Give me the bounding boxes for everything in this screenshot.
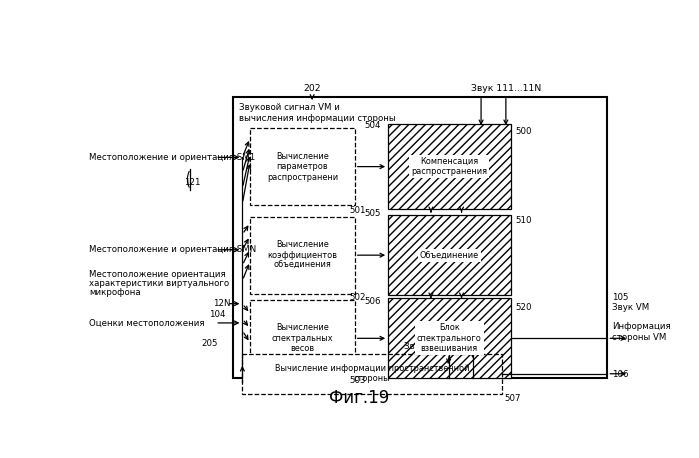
Text: Местоположение и ориентация SM1: Местоположение и ориентация SM1	[89, 153, 255, 162]
Text: Компенсация
распространения: Компенсация распространения	[411, 157, 487, 176]
Text: Звуковой сигнал VM и: Звуковой сигнал VM и	[239, 103, 340, 112]
Bar	[250, 300, 355, 377]
Text: Фиг.19: Фиг.19	[329, 389, 389, 407]
Text: 501: 501	[350, 206, 366, 215]
Text: Блок
спектрального
взвешивания: Блок спектрального взвешивания	[417, 323, 482, 353]
Bar	[388, 124, 510, 209]
Text: Местоположение и ориентация SMN: Местоположение и ориентация SMN	[89, 245, 256, 254]
Text: 505: 505	[364, 209, 380, 218]
Text: 500: 500	[515, 127, 532, 136]
Bar	[233, 97, 607, 378]
Text: Информация
стороны VM: Информация стороны VM	[612, 322, 670, 342]
Text: Оценки местоположения: Оценки местоположения	[89, 318, 204, 327]
Text: 502: 502	[350, 293, 366, 302]
Text: 12N: 12N	[213, 299, 231, 308]
Bar	[388, 298, 510, 378]
Bar	[250, 128, 355, 205]
Text: Вычисление
спектральных
весов: Вычисление спектральных весов	[272, 323, 333, 353]
Text: 202: 202	[303, 83, 321, 93]
Text: 504: 504	[364, 120, 380, 130]
Text: Звук VM: Звук VM	[612, 303, 649, 312]
Text: микрофона: микрофона	[89, 289, 140, 297]
Text: Объединение: Объединение	[419, 251, 479, 260]
Text: 503: 503	[350, 376, 366, 385]
Text: Вычисление информации пространственной
стороны: Вычисление информации пространственной с…	[275, 364, 470, 383]
Text: 105: 105	[612, 293, 628, 302]
Bar	[388, 215, 510, 295]
Text: 104: 104	[209, 310, 226, 319]
Text: 510: 510	[515, 216, 532, 225]
Text: 121: 121	[185, 178, 201, 186]
Text: 506: 506	[364, 297, 380, 306]
Bar	[388, 124, 510, 209]
Text: 106: 106	[612, 370, 628, 379]
Text: 105: 105	[464, 342, 480, 350]
Text: 520: 520	[515, 303, 532, 312]
Text: Вычисление
коэффициентов
объединения: Вычисление коэффициентов объединения	[268, 240, 338, 270]
Text: Звук 111...11N: Звук 111...11N	[470, 83, 541, 93]
Bar	[243, 354, 502, 394]
Bar	[250, 217, 355, 294]
Bar	[388, 298, 510, 378]
Text: Звук VM: Звук VM	[403, 342, 441, 350]
Bar	[388, 215, 510, 295]
Text: 205: 205	[201, 339, 218, 348]
Text: вычисления информации стороны: вычисления информации стороны	[239, 114, 396, 123]
Text: характеристики виртуального: характеристики виртуального	[89, 279, 229, 288]
Text: 507: 507	[504, 394, 521, 403]
Text: Вычисление
параметров
распространени: Вычисление параметров распространени	[267, 152, 338, 181]
Text: Местоположение ориентация: Местоположение ориентация	[89, 270, 226, 279]
